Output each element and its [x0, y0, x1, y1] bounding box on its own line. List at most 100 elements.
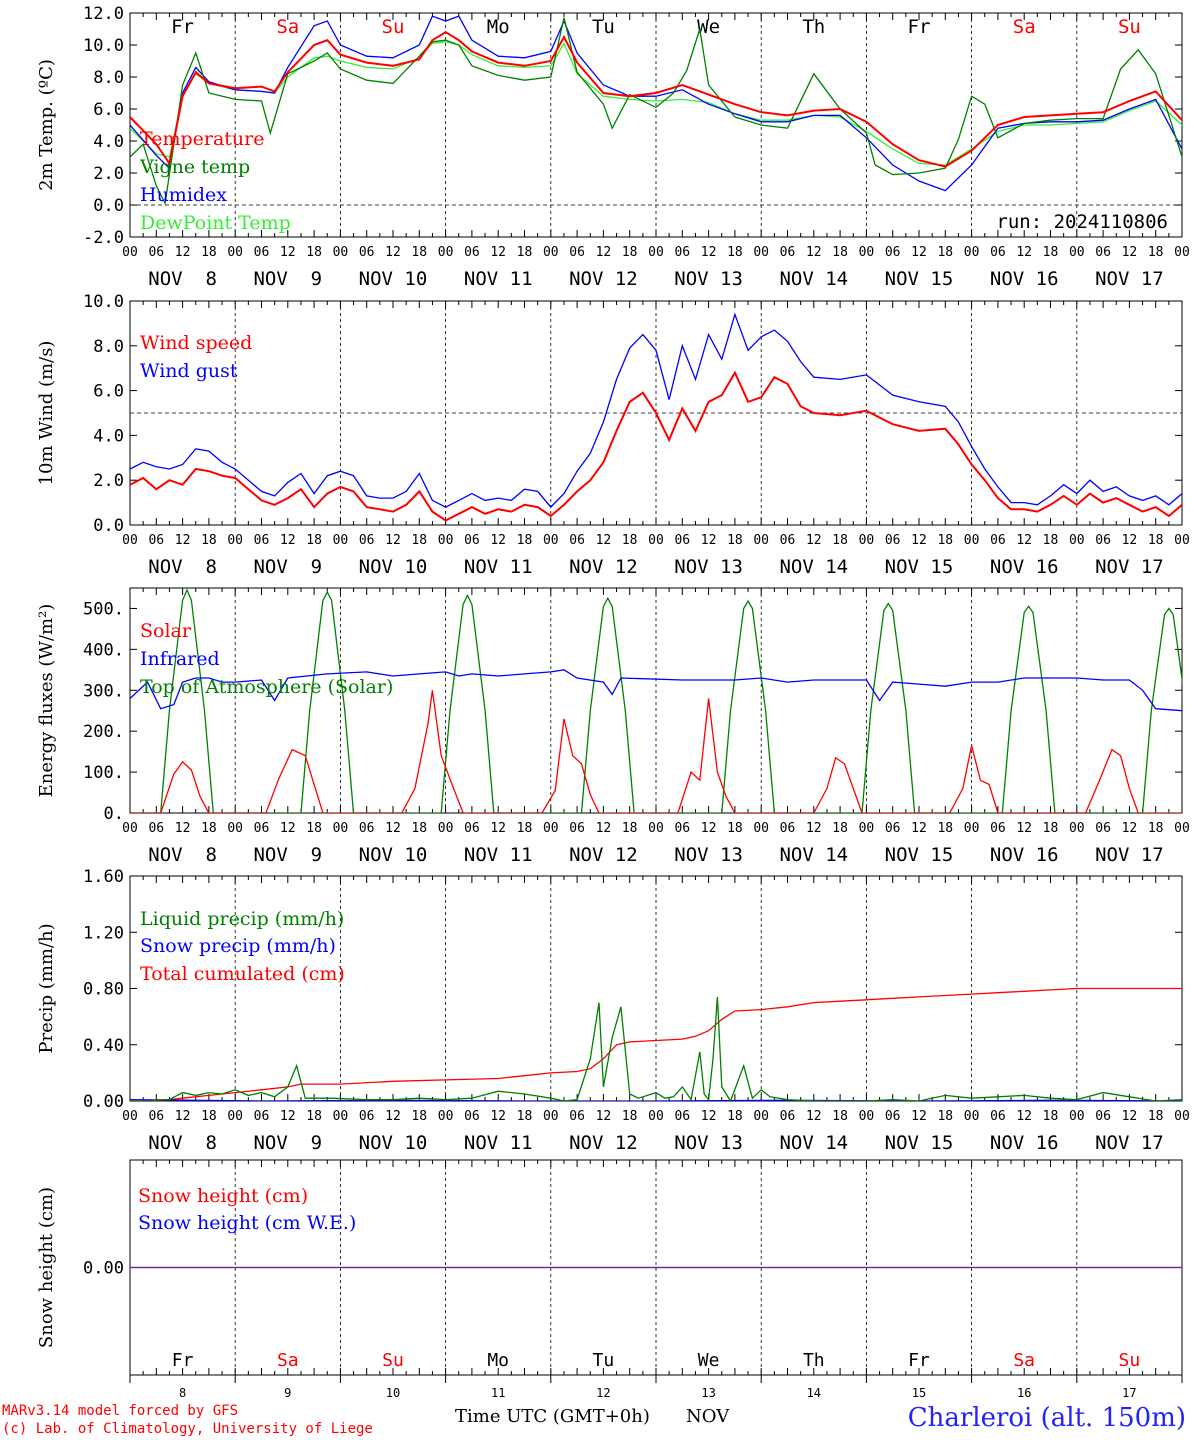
x-hour-label: 12 [701, 1109, 717, 1124]
x-hour-label: 06 [885, 1109, 901, 1124]
day-number-label: 12 [596, 1386, 610, 1400]
x-hour-label: 00 [438, 245, 454, 260]
x-day-label: NOV 8 [148, 556, 217, 578]
x-hour-label: 00 [859, 1109, 875, 1124]
x-hour-label: 06 [464, 821, 480, 836]
panel-5: 0.00 Snow height (cm) Fr 8 Sa 9 Su 10 Mo 11 Tu 12 We… [36, 1159, 1183, 1400]
x-hour-label: 06 [1095, 1109, 1111, 1124]
weekday-label: Mo [487, 1350, 509, 1371]
x-day-label: NOV 8 [148, 844, 217, 866]
x-day-label: NOV 16 [990, 844, 1059, 866]
x-hour-label: 18 [1148, 1109, 1164, 1124]
month-label: NOV [686, 1406, 730, 1427]
x-hour-label: 12 [806, 533, 822, 548]
x-day-label: NOV 15 [885, 556, 954, 578]
x-hour-label: 06 [1095, 533, 1111, 548]
x-hour-label: 12 [490, 533, 506, 548]
y-tick-label: 10.0 [83, 292, 124, 312]
x-hour-label: 12 [490, 821, 506, 836]
x-hour-label: 06 [990, 245, 1006, 260]
x-hour-label: 00 [333, 1109, 349, 1124]
x-hour-label: 12 [280, 533, 296, 548]
legend-wind-gust: Wind gust [140, 360, 238, 382]
weekday-label: Tu [592, 16, 615, 38]
legend-liquid-precip-mm-h: Liquid precip (mm/h) [140, 908, 344, 930]
x-hour-label: 00 [333, 245, 349, 260]
x-day-label: NOV 11 [464, 1132, 533, 1154]
x-day-label: NOV 17 [1095, 556, 1164, 578]
y-axis-label: Precip (mm/h) [36, 923, 57, 1053]
x-hour-label: 18 [622, 1109, 638, 1124]
x-hour-label: 18 [832, 1109, 848, 1124]
run-annotation: run: 2024110806 [996, 211, 1168, 233]
x-hour-label: 12 [911, 245, 927, 260]
y-tick-label: 8.0 [93, 337, 124, 357]
x-hour-label: 18 [727, 533, 743, 548]
x-day-label: NOV 10 [359, 1132, 428, 1154]
weekday-label: Su [1118, 16, 1141, 38]
x-hour-label: 06 [254, 821, 270, 836]
weekday-label: Fr [172, 1350, 194, 1371]
x-hour-label: 12 [701, 533, 717, 548]
weekday-label: Fr [171, 16, 194, 38]
model-credit: MARv3.14 model forced by GFS [2, 1403, 239, 1419]
x-hour-label: 18 [832, 533, 848, 548]
x-hour-label: 06 [780, 245, 796, 260]
x-hour-label: 12 [1122, 245, 1138, 260]
x-hour-label: 18 [727, 821, 743, 836]
x-hour-label: 00 [122, 533, 138, 548]
x-hour-label: 12 [1122, 821, 1138, 836]
x-hour-label: 00 [648, 245, 664, 260]
x-hour-label: 18 [201, 533, 217, 548]
x-hour-label: 00 [543, 1109, 559, 1124]
x-hour-label: 12 [280, 1109, 296, 1124]
x-hour-label: 00 [753, 245, 769, 260]
weekday-label: Tu [593, 1350, 615, 1371]
y-tick-label: 1.60 [83, 867, 124, 887]
x-hour-label: 06 [148, 245, 164, 260]
x-hour-label: 06 [464, 1109, 480, 1124]
series-wind-speed [130, 370, 1182, 522]
series-humidex [130, 15, 1182, 192]
x-day-label: NOV 11 [464, 844, 533, 866]
x-hour-label: 06 [148, 533, 164, 548]
x-hour-label: 06 [254, 245, 270, 260]
legend-dewpoint-temp: DewPoint Temp [140, 212, 291, 234]
x-day-label: NOV 12 [569, 268, 638, 290]
y-tick-label: 300. [83, 681, 124, 701]
x-hour-label: 12 [385, 821, 401, 836]
y-axis-label: Snow height (cm) [36, 1187, 57, 1348]
x-hour-label: 00 [227, 1109, 243, 1124]
lab-credit: (c) Lab. of Climatology, University of L… [2, 1421, 373, 1437]
x-hour-label: 18 [937, 533, 953, 548]
y-tick-label: 0.00 [83, 1259, 124, 1279]
y-tick-label: 12.0 [83, 4, 124, 24]
day-number-label: 10 [386, 1386, 400, 1400]
x-hour-label: 12 [596, 245, 612, 260]
x-hour-label: 00 [859, 821, 875, 836]
x-hour-label: 12 [490, 245, 506, 260]
day-number-label: 11 [491, 1386, 505, 1400]
day-number-label: 8 [179, 1386, 186, 1400]
x-hour-label: 06 [254, 533, 270, 548]
x-hour-label: 06 [359, 245, 375, 260]
x-hour-label: 00 [753, 821, 769, 836]
x-day-label: NOV 9 [253, 1132, 322, 1154]
x-hour-label: 12 [175, 821, 191, 836]
legend-total-cumulated-cm: Total cumulated (cm) [140, 963, 345, 985]
x-hour-label: 06 [254, 1109, 270, 1124]
legend-snow-height-cm: Snow height (cm) [138, 1185, 308, 1207]
x-hour-label: 00 [964, 821, 980, 836]
x-hour-label: 18 [622, 821, 638, 836]
x-day-label: NOV 11 [464, 556, 533, 578]
x-hour-label: 06 [780, 533, 796, 548]
x-day-label: NOV 12 [569, 556, 638, 578]
x-day-label: NOV 17 [1095, 268, 1164, 290]
x-hour-label: 00 [122, 245, 138, 260]
x-day-label: NOV 9 [253, 268, 322, 290]
x-hour-label: 12 [596, 1109, 612, 1124]
legend-solar: Solar [140, 620, 192, 642]
x-hour-label: 00 [1174, 533, 1190, 548]
series-snow-precip-mm-h [130, 1098, 1182, 1101]
x-hour-label: 06 [990, 1109, 1006, 1124]
